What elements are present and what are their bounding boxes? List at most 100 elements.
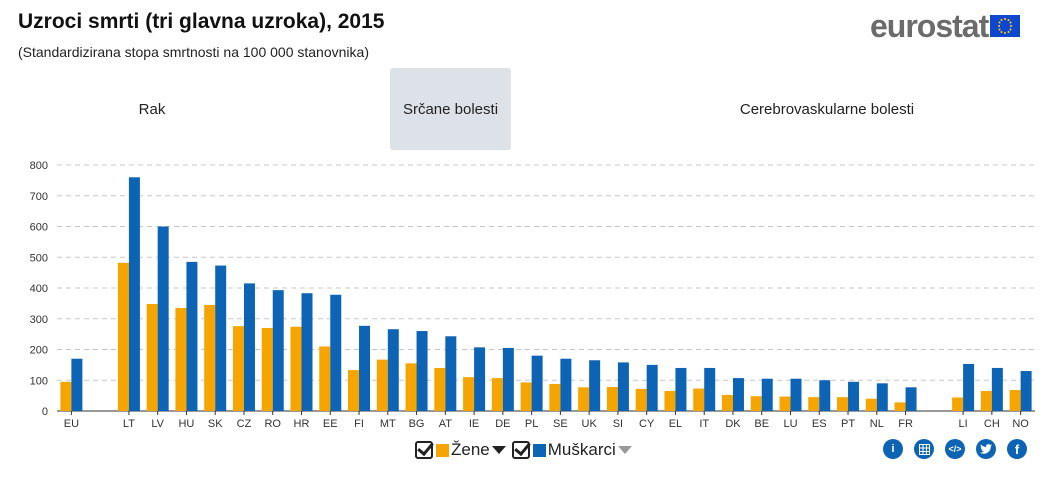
x-tick-label: NO xyxy=(1012,418,1029,430)
bar-men xyxy=(848,381,860,411)
legend-women-label: Žene xyxy=(451,440,490,459)
bar-men xyxy=(876,383,888,411)
x-tick-label: IE xyxy=(469,418,479,430)
bar-chart: 0 100 200 300 400 500 600 700 800 EU LT LV HU SK CZ RO H… xyxy=(30,160,1035,430)
bar-women xyxy=(491,378,503,411)
y-tick-label: 0 xyxy=(42,406,48,418)
bar-men xyxy=(445,336,457,411)
bar-women xyxy=(865,398,877,411)
bar-men xyxy=(675,367,687,411)
tab-rak[interactable]: Rak xyxy=(128,68,176,150)
bar-women xyxy=(405,363,417,411)
y-tick-label: 100 xyxy=(30,375,48,387)
bar-women xyxy=(261,327,273,411)
legend-item-men[interactable]: Muškarci xyxy=(511,440,638,460)
men-swatch xyxy=(532,443,546,457)
x-tick-label: SK xyxy=(208,418,223,430)
bar-women xyxy=(721,395,733,411)
x-tick-label: CZ xyxy=(237,418,252,430)
tab-srcane-bolesti[interactable]: Srčane bolesti xyxy=(390,68,511,150)
x-tick-label: PL xyxy=(525,418,538,430)
twitter-icon[interactable] xyxy=(976,439,996,459)
bar-women xyxy=(635,388,647,411)
legend-men-label: Muškarci xyxy=(547,440,616,459)
bar-men xyxy=(128,177,140,411)
bar-men xyxy=(215,265,227,411)
y-tick-label: 600 xyxy=(30,222,48,234)
bar-women xyxy=(146,303,158,411)
x-tick-label: HU xyxy=(178,418,194,430)
women-checkbox-icon[interactable] xyxy=(415,441,433,459)
x-tick-label: FI xyxy=(354,418,364,430)
logo-text: eurostat xyxy=(870,8,989,44)
x-tick-label: PT xyxy=(841,418,855,430)
x-tick-label: ES xyxy=(812,418,827,430)
bar-men xyxy=(963,363,975,411)
bar-women xyxy=(606,387,618,411)
x-tick-label: CH xyxy=(984,418,1000,430)
bar-men xyxy=(301,293,313,411)
bar-men xyxy=(502,347,514,411)
y-tick-label: 800 xyxy=(30,160,48,172)
bar-women xyxy=(693,388,705,411)
bar-women xyxy=(1009,390,1021,411)
women-dropdown-icon[interactable] xyxy=(491,446,506,454)
embed-icon[interactable]: </> xyxy=(945,439,965,459)
bar-women xyxy=(808,397,820,411)
x-tick-label: HR xyxy=(294,418,310,430)
bar-women xyxy=(578,387,590,411)
bar-men xyxy=(71,358,83,411)
bar-men xyxy=(531,355,543,411)
bar-men xyxy=(905,387,917,411)
bar-women xyxy=(894,402,906,411)
bar-women xyxy=(319,346,331,411)
facebook-icon[interactable]: f xyxy=(1007,439,1027,459)
table-icon[interactable] xyxy=(914,439,934,459)
x-tick-label: UK xyxy=(582,418,598,430)
x-tick-label: LV xyxy=(151,418,164,430)
legend-item-women[interactable]: Žene xyxy=(415,440,512,460)
bar-women xyxy=(980,391,992,411)
y-tick-label: 500 xyxy=(30,252,48,264)
x-tick-label: IT xyxy=(699,418,709,430)
bar-men xyxy=(243,283,255,411)
x-tick-label: SI xyxy=(613,418,623,430)
bar-women xyxy=(290,326,302,411)
legend: Žene Muškarci xyxy=(415,440,638,460)
men-checkbox-icon[interactable] xyxy=(511,441,530,459)
bar-men xyxy=(330,294,342,411)
y-tick-label: 300 xyxy=(30,314,48,326)
y-tick-label: 400 xyxy=(30,283,48,295)
chart-subtitle: (Standardizirana stopa smrtnosti na 100 … xyxy=(18,44,369,60)
men-dropdown-icon[interactable] xyxy=(617,446,632,454)
x-tick-label: SE xyxy=(553,418,568,430)
share-toolbar: i </> f xyxy=(883,439,1038,459)
x-tick-label: EU xyxy=(64,418,79,430)
bar-women xyxy=(750,396,762,411)
bar-men xyxy=(1020,371,1032,411)
tab-cerebrovaskularne-bolesti[interactable]: Cerebrovaskularne bolesti xyxy=(726,68,928,150)
bar-men xyxy=(761,378,773,411)
x-tick-label: NL xyxy=(870,418,884,430)
bar-men xyxy=(416,331,428,411)
bar-men xyxy=(589,360,601,411)
bar-men xyxy=(819,380,831,411)
bar-women xyxy=(549,383,561,411)
x-tick-label: RO xyxy=(264,418,281,430)
bar-women xyxy=(779,396,791,411)
x-tick-label: EL xyxy=(669,418,682,430)
y-tick-label: 200 xyxy=(30,345,48,357)
x-tick-label: BG xyxy=(409,418,425,430)
info-icon[interactable]: i xyxy=(883,439,903,459)
bar-women xyxy=(664,391,676,411)
x-tick-label: DK xyxy=(725,418,741,430)
eurostat-logo[interactable]: eurostat xyxy=(870,8,1021,44)
tab-cerebrovaskularne-bolesti-label: Cerebrovaskularne bolesti xyxy=(739,100,915,118)
x-tick-label: BE xyxy=(754,418,769,430)
x-tick-label: LT xyxy=(123,418,135,430)
bar-women xyxy=(117,262,129,411)
bar-women xyxy=(520,382,532,411)
bar-men xyxy=(474,347,486,411)
x-tick-label: EE xyxy=(323,418,338,430)
bar-men xyxy=(617,362,629,411)
